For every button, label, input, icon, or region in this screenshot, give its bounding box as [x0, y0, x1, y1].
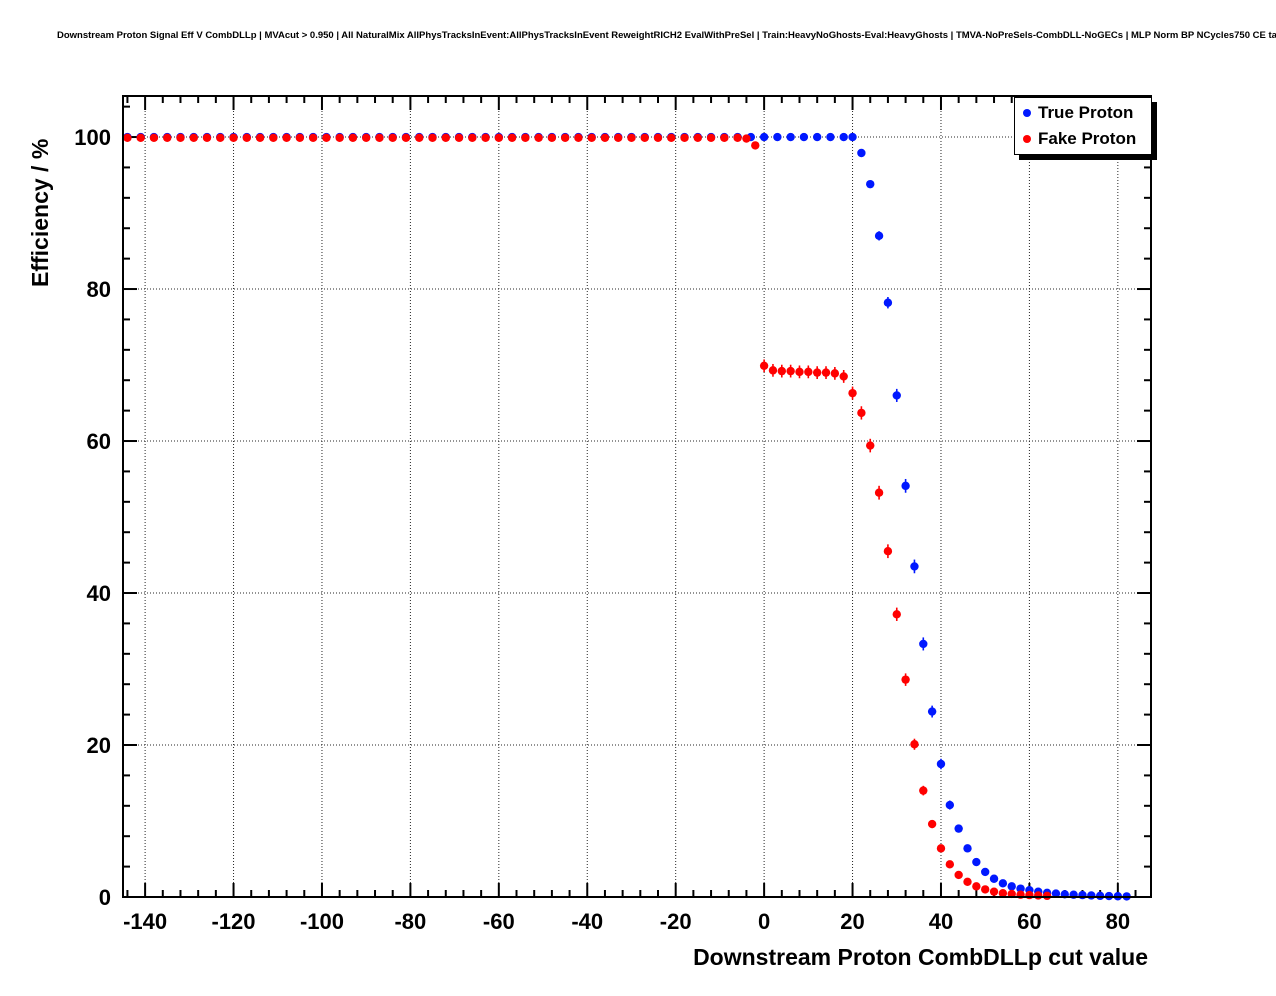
y-axis-label: Efficiency / %	[27, 138, 53, 287]
x-tick-label: 0	[758, 909, 770, 934]
y-tick-label: 60	[87, 429, 111, 454]
legend-item-fake-proton: Fake Proton	[1015, 126, 1151, 152]
plot-frame	[122, 95, 1152, 898]
fake-proton-marker-icon	[1023, 135, 1031, 143]
x-tick-label: 60	[1017, 909, 1041, 934]
x-tick-label: -40	[571, 909, 603, 934]
legend: True Proton Fake Proton	[1014, 97, 1152, 155]
y-tick-label: 20	[87, 733, 111, 758]
gridlines	[123, 96, 1151, 897]
y-tick-label: 40	[87, 581, 111, 606]
y-tick-label: 80	[87, 277, 111, 302]
x-tick-label: -100	[300, 909, 344, 934]
series-fake-proton	[123, 133, 1052, 901]
tick-labels: -140 -120 -100 -80 -60 -40 -20 0 20 40 60 80 0 20 40 60…	[74, 125, 1130, 934]
x-axis-label: Downstream Proton CombDLLp cut value	[693, 944, 1148, 970]
x-tick-label: -140	[123, 909, 167, 934]
legend-item-true-proton: True Proton	[1015, 100, 1151, 126]
x-tick-label: -20	[660, 909, 692, 934]
x-tick-label: 40	[929, 909, 953, 934]
x-tick-label: 80	[1106, 909, 1130, 934]
y-tick-label: 100	[74, 125, 111, 150]
x-tick-label: 20	[840, 909, 864, 934]
y-tick-label: 0	[99, 885, 111, 910]
x-tick-label: -120	[212, 909, 256, 934]
x-tick-label: -80	[394, 909, 426, 934]
plot-frame-bg	[123, 96, 1151, 897]
x-tick-label: -60	[483, 909, 515, 934]
true-proton-marker-icon	[1023, 109, 1031, 117]
legend-label-fake-proton: Fake Proton	[1038, 129, 1137, 148]
plot-title: Downstream Proton Signal Eff V CombDLLp …	[57, 30, 1276, 41]
legend-label-true-proton: True Proton	[1038, 103, 1134, 122]
